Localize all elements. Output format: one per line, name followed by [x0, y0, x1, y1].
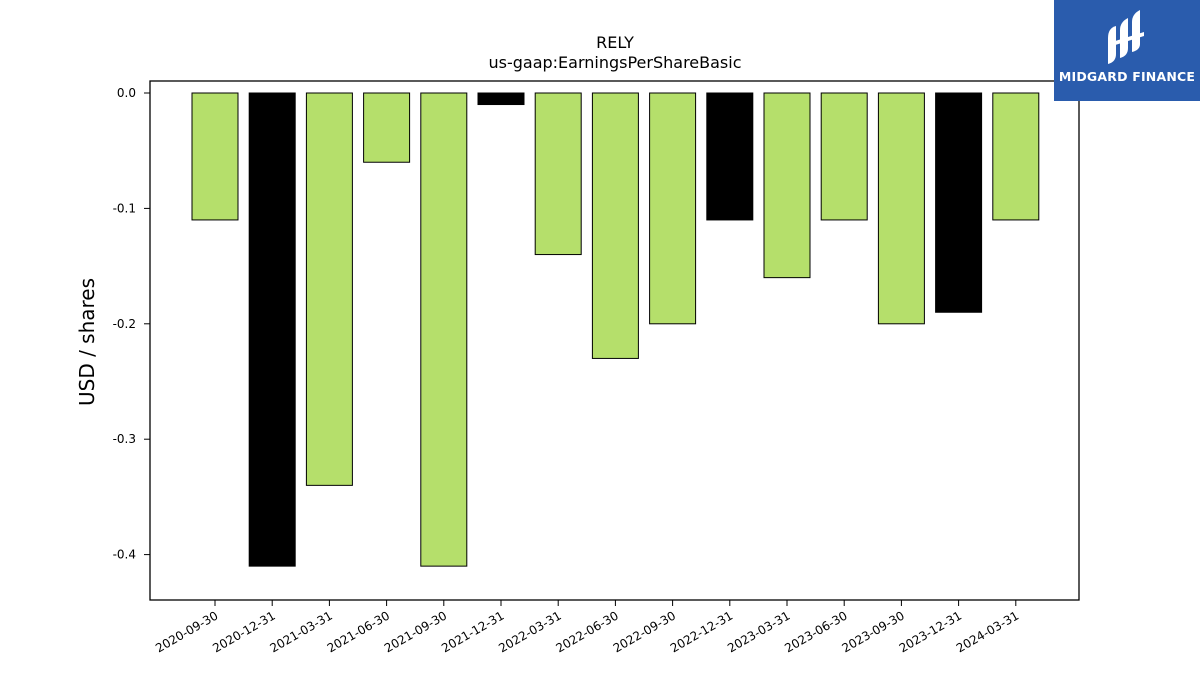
midgard-finance-logo: MIDGARD FINANCE — [1054, 0, 1200, 101]
bar-2023-12-31 — [935, 92, 983, 313]
chart-title: RELY — [596, 33, 634, 52]
plot-frame — [149, 80, 1080, 601]
bar-2023-09-30 — [877, 92, 925, 325]
bar-2021-03-31 — [305, 92, 353, 486]
x-tick-label: 2023-06-30 — [782, 608, 849, 655]
x-tick-label: 2023-12-31 — [897, 608, 964, 655]
x-tick-label: 2021-12-31 — [439, 608, 506, 655]
y-tick-label: -0.4 — [113, 548, 136, 562]
bar-2024-03-31 — [992, 92, 1040, 221]
y-tick-label: -0.1 — [113, 201, 136, 215]
bar-2022-03-31 — [534, 92, 582, 256]
x-tick-label: 2020-12-31 — [210, 608, 277, 655]
bar-2023-06-30 — [820, 92, 868, 221]
bar-2022-06-30 — [591, 92, 639, 359]
chart-subtitle: us-gaap:EarningsPerShareBasic — [488, 53, 741, 72]
y-tick-label: -0.3 — [113, 432, 136, 446]
x-tick-label: 2022-12-31 — [668, 608, 735, 655]
bar-2020-09-30 — [191, 92, 239, 221]
logo-text: MIDGARD FINANCE — [1058, 69, 1196, 84]
bar-2021-06-30 — [363, 92, 411, 163]
bar-2023-03-31 — [763, 92, 811, 279]
x-tick-label: 2022-03-31 — [496, 608, 563, 655]
y-tick-label: -0.2 — [113, 317, 136, 331]
midgard-logo-icon — [1108, 10, 1144, 64]
y-tick-label: 0.0 — [117, 86, 136, 100]
y-axis: 0.0 -0.1 -0.2 -0.3 -0.4 — [113, 86, 150, 562]
bar-2021-09-30 — [420, 92, 468, 567]
y-axis-label: USD / shares — [75, 278, 99, 406]
x-tick-label: 2023-03-31 — [725, 608, 792, 655]
x-tick-label: 2024-03-31 — [954, 608, 1021, 655]
x-axis: 2020-09-302020-12-312021-03-312021-06-30… — [153, 600, 1021, 655]
x-tick-label: 2020-09-30 — [153, 608, 220, 655]
bars-group — [191, 92, 1040, 567]
bar-2022-09-30 — [649, 92, 697, 325]
x-tick-label: 2022-06-30 — [553, 608, 620, 655]
bar-2020-12-31 — [248, 92, 296, 567]
x-tick-label: 2021-09-30 — [382, 608, 449, 655]
x-tick-label: 2021-06-30 — [325, 608, 392, 655]
x-tick-label: 2022-09-30 — [611, 608, 678, 655]
bar-2022-12-31 — [706, 92, 754, 221]
x-tick-label: 2023-09-30 — [839, 608, 906, 655]
bar-2021-12-31 — [477, 92, 525, 106]
x-tick-label: 2021-03-31 — [267, 608, 334, 655]
